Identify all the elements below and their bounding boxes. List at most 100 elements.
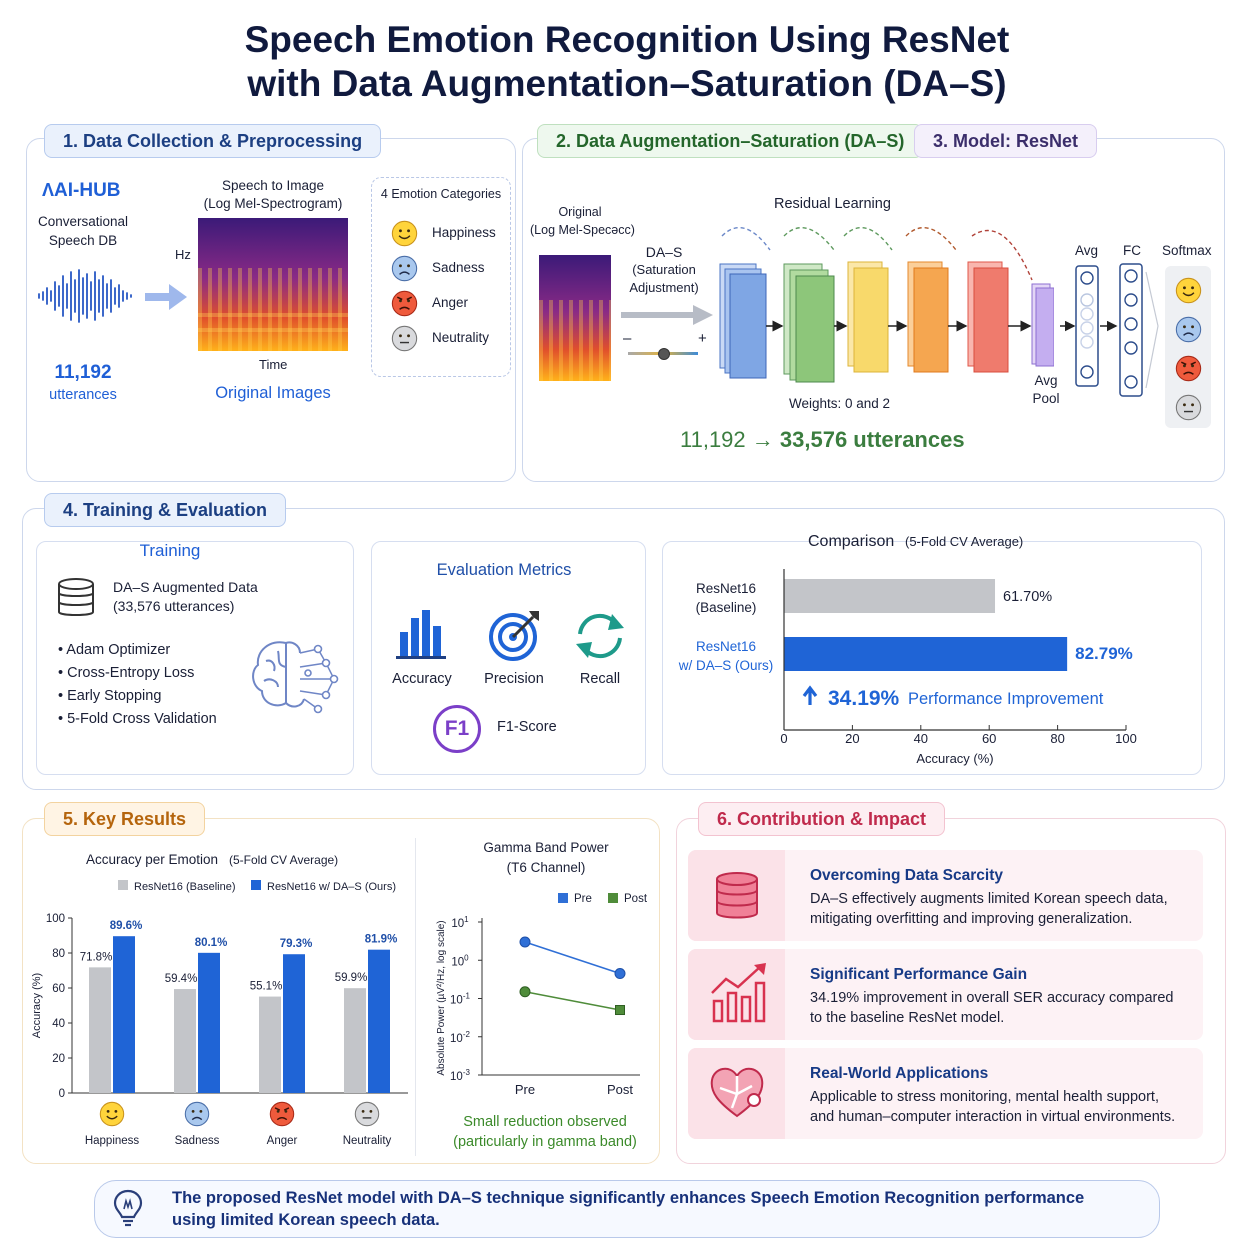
emotion-bar-label: 55.1%: [250, 981, 283, 993]
emotion-y-tick-label: 0: [59, 1088, 65, 1100]
lightbulb-icon: [113, 1189, 143, 1227]
tag-section-1: 1. Data Collection & Preprocessing: [44, 124, 382, 158]
comparison-x-tick-label: 20: [845, 731, 859, 746]
comparison-value-label: 82.79%: [1075, 644, 1133, 663]
emotion-bar: [344, 988, 366, 1093]
comparison-subtitle: (5-Fold CV Average): [905, 534, 1023, 549]
training-bullet-item: • Cross-Entropy Loss: [58, 665, 195, 681]
emotion-sadness-icon: [391, 255, 418, 287]
svg-text:Performance Improvement: Performance Improvement: [908, 690, 1104, 708]
time-axis-label: Time: [259, 357, 288, 372]
metrics-title: Evaluation Metrics: [436, 561, 572, 579]
das-label: DA–S (Saturation Adjustment): [629, 244, 699, 295]
das-arrow-icon: [621, 305, 713, 325]
emotion-label: Sadness: [432, 260, 485, 275]
spectrogram-image: [198, 218, 348, 351]
gamma-subtitle: (T6 Channel): [507, 860, 586, 875]
gamma-series-line: [524, 941, 621, 975]
gamma-y-tick-label: 101: [451, 915, 469, 930]
training-bullet-item: • Adam Optimizer: [58, 642, 171, 658]
axis-sad-icon: [184, 1101, 210, 1127]
axis-anger-icon: [269, 1101, 295, 1127]
gamma-band-chart: Gamma Band Power (T6 Channel) Pre Post 101 10…: [436, 840, 648, 1097]
emotion-bar-label: 71.8%: [80, 951, 113, 963]
comparison-bar: [784, 579, 996, 613]
emotion-bar: [198, 952, 220, 1093]
legend-label: ResNet16 w/ DA–S (Ours): [267, 881, 396, 893]
heart-puzzle-icon: [710, 1067, 764, 1118]
svg-text:34.19%: 34.19%: [828, 687, 900, 710]
database-icon: [58, 578, 94, 616]
emotion-y-tick-label: 40: [52, 1018, 65, 1030]
comparison-category-label: ResNet16: [696, 639, 756, 654]
gamma-series-line: [524, 990, 621, 1011]
comparison-chart: Comparison (5-Fold CV Average) 61.70% ResNe…: [678, 533, 1137, 766]
tag-section-3: 3. Model: ResNet: [914, 124, 1098, 158]
contribution-text-2: 34.19% improvement in overall SER accura…: [810, 990, 1174, 1026]
gamma-y-tick-label: 100: [451, 953, 469, 968]
comparison-x-tick-label: 100: [1115, 731, 1137, 746]
original-spectrogram-image: [539, 255, 611, 381]
comparison-bar: [784, 637, 1068, 671]
emotion-bar-label: 81.9%: [365, 934, 398, 946]
gamma-point: [519, 936, 531, 948]
gamma-x-tick-label: Post: [607, 1082, 633, 1097]
tag-section-5: 5. Key Results: [44, 802, 206, 836]
comparison-category-label: ResNet16: [696, 581, 756, 596]
contribution-text-1: DA–S effectively augments limited Korean…: [810, 891, 1168, 927]
saturation-slider[interactable]: [628, 346, 698, 362]
saturation-minus: –: [623, 330, 632, 347]
improvement-annotation: 34.19% Performance Improvement: [802, 685, 1104, 710]
comparison-x-tick-label: 40: [914, 731, 928, 746]
emotion-happiness-icon: [391, 220, 418, 252]
db-label: Conversational Speech DB: [37, 214, 129, 248]
training-bullet-item: • Early Stopping: [58, 688, 162, 704]
aihub-logo-icon: Λ: [42, 180, 55, 200]
comparison-x-tick-label: 0: [780, 731, 787, 746]
original-spec-label: Original (Log Mel-Specəcc): [530, 205, 635, 237]
emotion-axis-face: [354, 1101, 380, 1127]
utterance-unit: utterances: [49, 387, 117, 403]
contribution-text-3: Applicable to stress monitoring, mental …: [810, 1089, 1176, 1125]
emotion-y-tick-label: 100: [46, 913, 65, 925]
emotion-y-tick-label: 80: [52, 948, 65, 960]
comparison-x-axis-label: Accuracy (%): [916, 751, 993, 766]
emotion-label: Neutrality: [432, 330, 490, 345]
original-images-label: Original Images: [215, 384, 331, 402]
emotion-face-neutral-icon: [391, 325, 418, 352]
emotion-chart-subtitle: (5-Fold CV Average): [229, 853, 338, 867]
recall-cycle-icon: [576, 613, 624, 659]
database-stack-icon: [716, 872, 758, 919]
softmax-output-neutral: [1175, 394, 1202, 426]
contribution-item-data-scarcity: Overcoming Data Scarcity DA–S effectivel…: [688, 850, 1203, 941]
footer-banner: [94, 1180, 1160, 1238]
comparison-title: Comparison: [808, 533, 894, 550]
results-divider: [415, 838, 416, 1156]
emotion-y-tick-label: 20: [52, 1053, 65, 1065]
augmentation-result: 11,192 → 33,576 utterances: [680, 427, 965, 452]
emotion-y-axis-label: Accuracy (%): [31, 973, 43, 1038]
gamma-y-tick-label: 10-2: [450, 1030, 470, 1045]
precision-target-icon: [489, 611, 539, 661]
softmax-neutral-icon: [1175, 394, 1202, 421]
comparison-category-label: (Baseline): [696, 600, 757, 615]
emotion-bar-label: 79.3%: [280, 938, 313, 950]
emotion-bar: [174, 989, 196, 1093]
gamma-y-tick-label: 10-3: [450, 1068, 470, 1083]
emotion-categories-title: 4 Emotion Categories: [380, 187, 502, 201]
main-title: Speech Emotion Recognition Using ResNet …: [0, 18, 1254, 106]
legend-label: ResNet16 (Baseline): [134, 881, 236, 893]
gamma-legend-label: Post: [624, 893, 648, 905]
tag-section-6: 6. Contribution & Impact: [698, 802, 945, 836]
training-bullet-item: • 5-Fold Cross Validation: [58, 711, 217, 727]
emotion-bar: [89, 967, 111, 1093]
avg-pool-label: Avg Pool: [1032, 373, 1060, 406]
gamma-legend-swatch: [608, 893, 618, 903]
metric-recall-label: Recall: [579, 671, 621, 687]
emotion-anger-icon: [391, 290, 418, 322]
contribution-title-3: Real-World Applications: [810, 1065, 989, 1082]
emotion-category-label: Neutrality: [343, 1135, 392, 1147]
metric-f1-label: F1-Score: [497, 719, 557, 735]
contribution-title-2: Significant Performance Gain: [810, 966, 1028, 983]
softmax-sad-icon: [1175, 316, 1202, 343]
